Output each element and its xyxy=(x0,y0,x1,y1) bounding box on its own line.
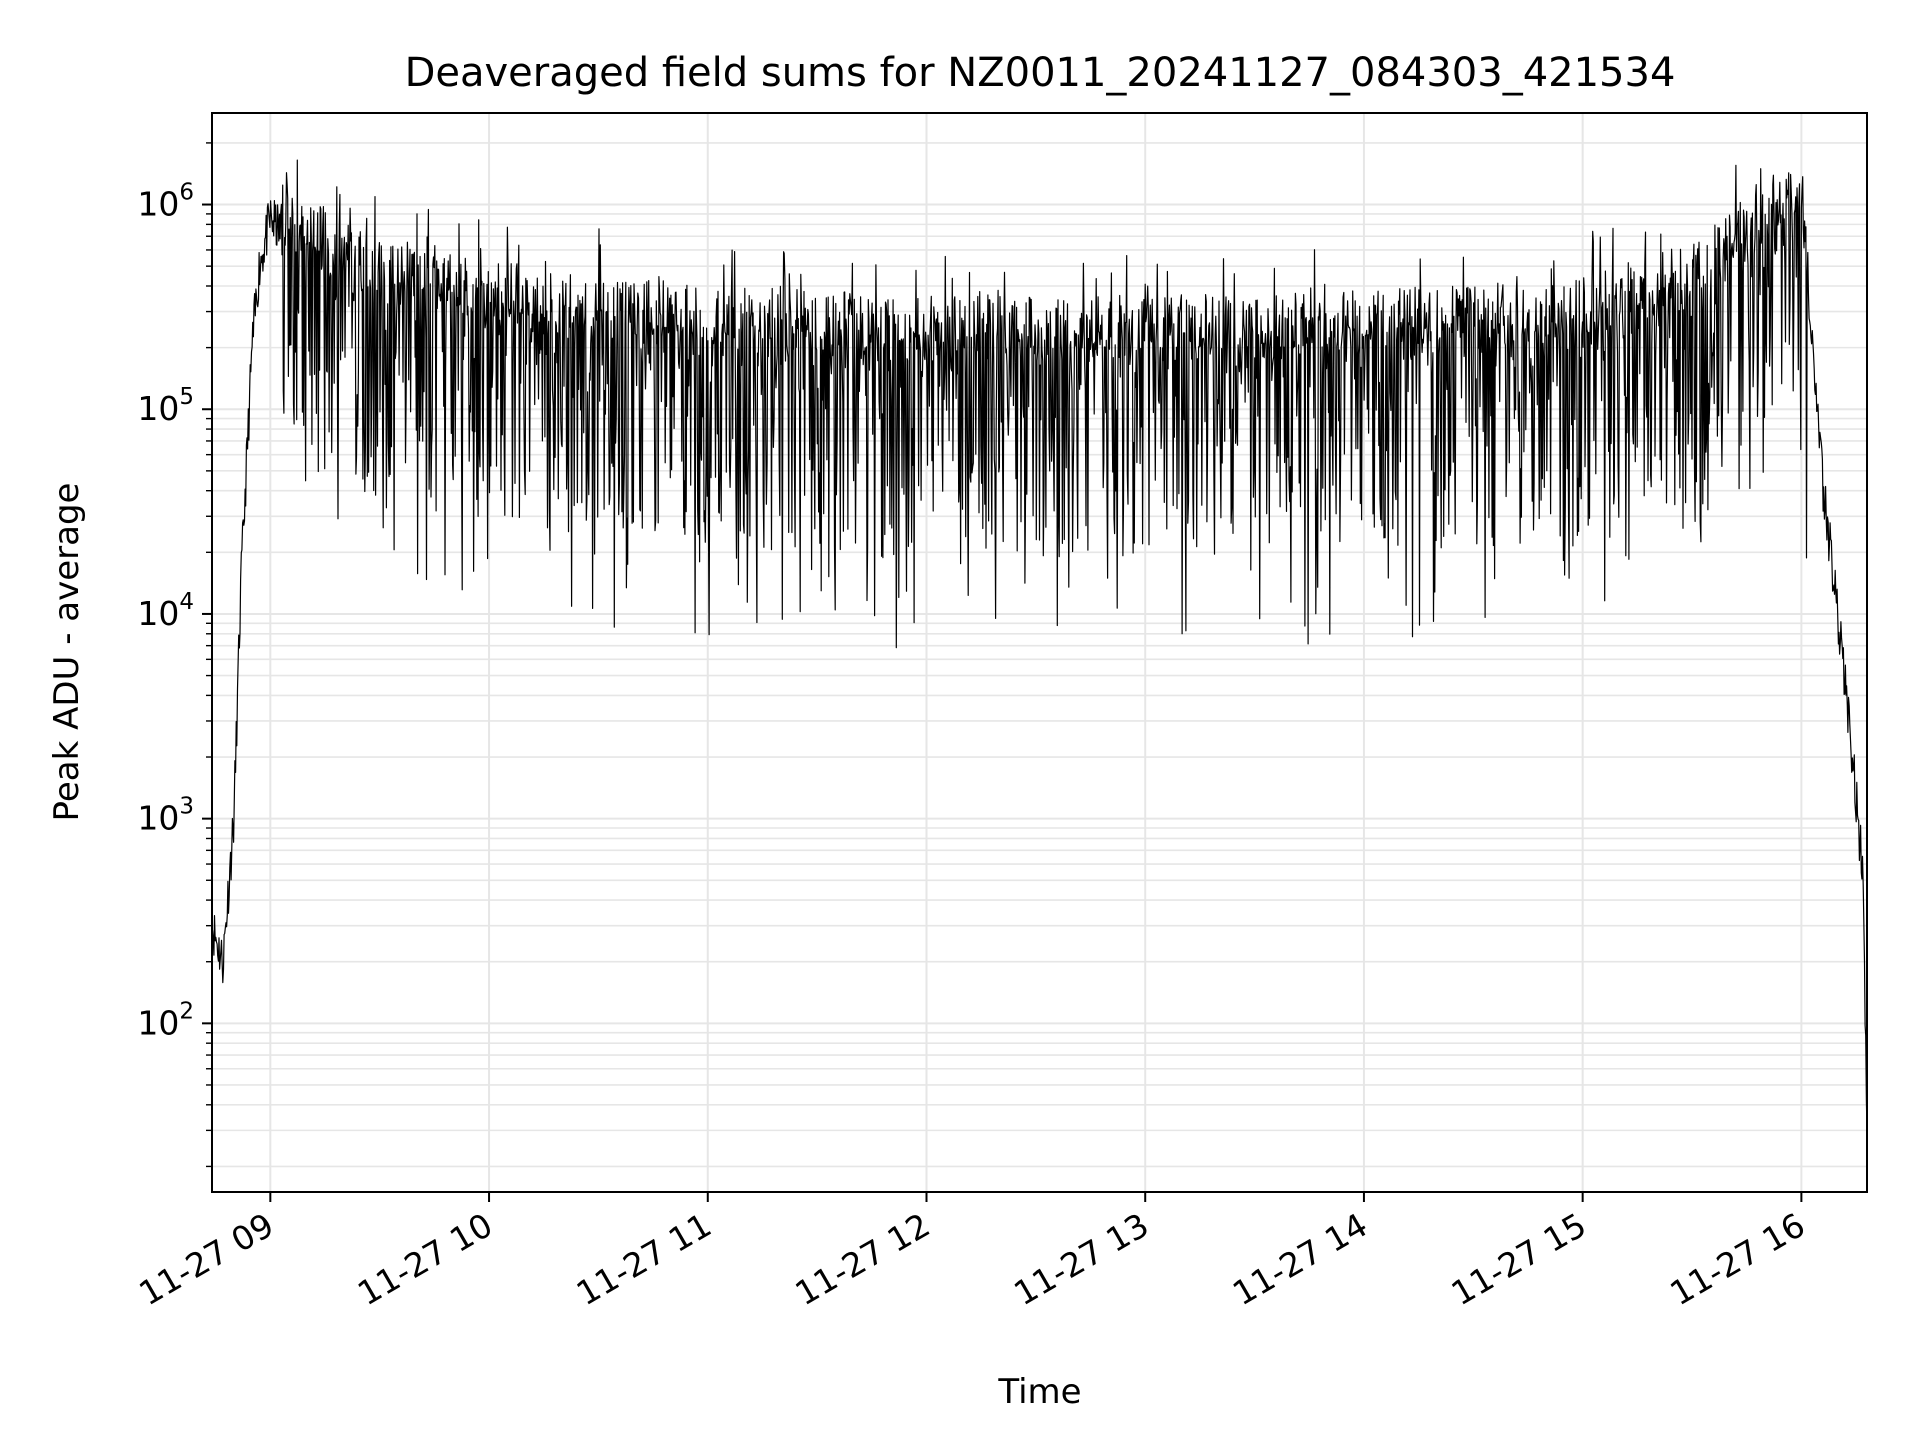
x-tick-label: 11-27 09 xyxy=(132,1205,280,1313)
x-tick-label: 11-27 12 xyxy=(788,1205,936,1313)
x-tick-label: 11-27 11 xyxy=(570,1205,718,1313)
series-layer xyxy=(211,159,1868,1133)
plot-frame xyxy=(211,112,1868,1193)
x-tick-label: 11-27 13 xyxy=(1007,1205,1155,1313)
y-tick-label: 103 xyxy=(137,794,194,838)
chart-title: Deaveraged field sums for NZ0011_2024112… xyxy=(405,50,1676,96)
series-line xyxy=(211,159,1868,1133)
y-tick-label: 106 xyxy=(137,180,194,224)
x-axis-label: Time xyxy=(997,1372,1081,1412)
y-axis-label: Peak ADU - average xyxy=(47,483,87,822)
x-tick-label: 11-27 16 xyxy=(1663,1205,1811,1313)
y-tick-label: 104 xyxy=(137,589,194,633)
y-tick-label: 102 xyxy=(137,998,194,1042)
y-tick-label: 105 xyxy=(137,384,194,428)
x-tick-label: 11-27 15 xyxy=(1445,1205,1593,1313)
x-tick-label: 11-27 14 xyxy=(1226,1205,1374,1313)
x-tick-label: 11-27 10 xyxy=(351,1205,499,1313)
